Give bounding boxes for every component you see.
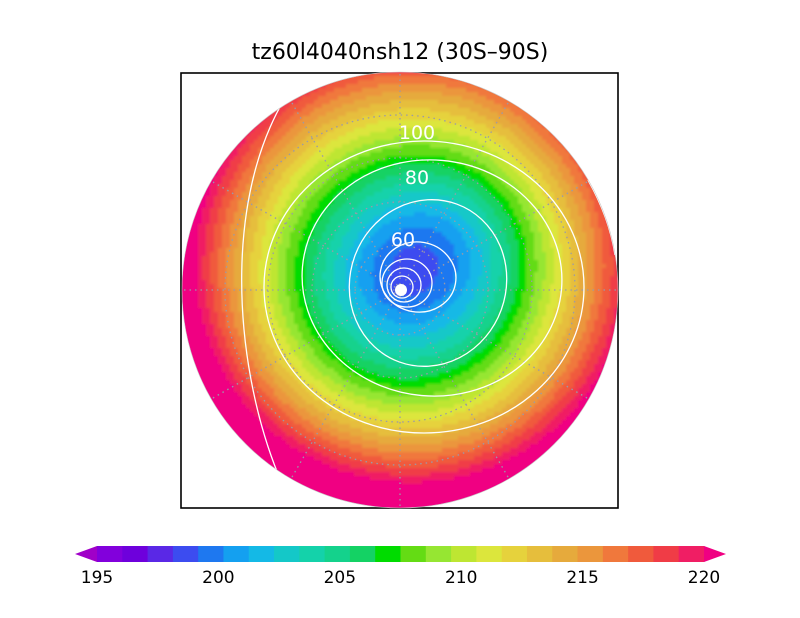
contour-labels: 60 80 100	[391, 122, 435, 251]
colorbar-swatch	[602, 546, 629, 562]
colorbar-tick-label: 215	[566, 568, 598, 588]
colorbar-swatch	[501, 546, 528, 562]
colorbar-swatch	[122, 546, 149, 562]
colorbar-swatch	[274, 546, 300, 562]
colorbar-swatch	[678, 546, 705, 562]
lat-lon-grid	[182, 72, 618, 508]
colorbar: 195 200 205 210 215 220	[75, 546, 726, 588]
colorbar-tick-label: 200	[202, 568, 234, 588]
colorbar-swatch	[198, 546, 224, 562]
polar-disk-edge	[181, 71, 619, 509]
colorbar-tick-label: 220	[688, 568, 720, 588]
colorbar-tick-label: 195	[81, 568, 113, 588]
colorbar-low-arrow	[75, 546, 97, 562]
contour-label-80: 80	[405, 167, 429, 189]
colorbar-swatch	[324, 546, 351, 562]
colorbar-swatch	[223, 546, 250, 562]
chart-title: tz60l4040nsh12 (30S–90S)	[252, 40, 549, 65]
colorbar-swatch	[577, 546, 604, 562]
polar-disk	[182, 72, 618, 508]
colorbar-swatch	[653, 546, 680, 562]
colorbar-swatch	[248, 546, 275, 562]
colorbar-swatch	[147, 546, 174, 562]
colorbar-swatch	[400, 546, 427, 562]
colorbar-swatch	[375, 546, 401, 562]
colorbar-swatch	[299, 546, 326, 562]
colorbar-swatch	[476, 546, 503, 562]
colorbar-swatch	[526, 546, 553, 562]
colorbar-swatch	[425, 546, 452, 562]
contour-label-60: 60	[391, 229, 415, 251]
colorbar-high-arrow	[704, 546, 726, 562]
colorbar-swatch	[628, 546, 654, 562]
colorbar-swatch	[97, 546, 123, 562]
colorbar-tick-label: 205	[324, 568, 356, 588]
contour-label-100: 100	[399, 122, 435, 144]
colorbar-tick-label: 210	[445, 568, 477, 588]
colorbar-swatch	[552, 546, 579, 562]
colorbar-swatch	[451, 546, 477, 562]
colorbar-swatch	[172, 546, 199, 562]
colorbar-swatch	[349, 546, 376, 562]
